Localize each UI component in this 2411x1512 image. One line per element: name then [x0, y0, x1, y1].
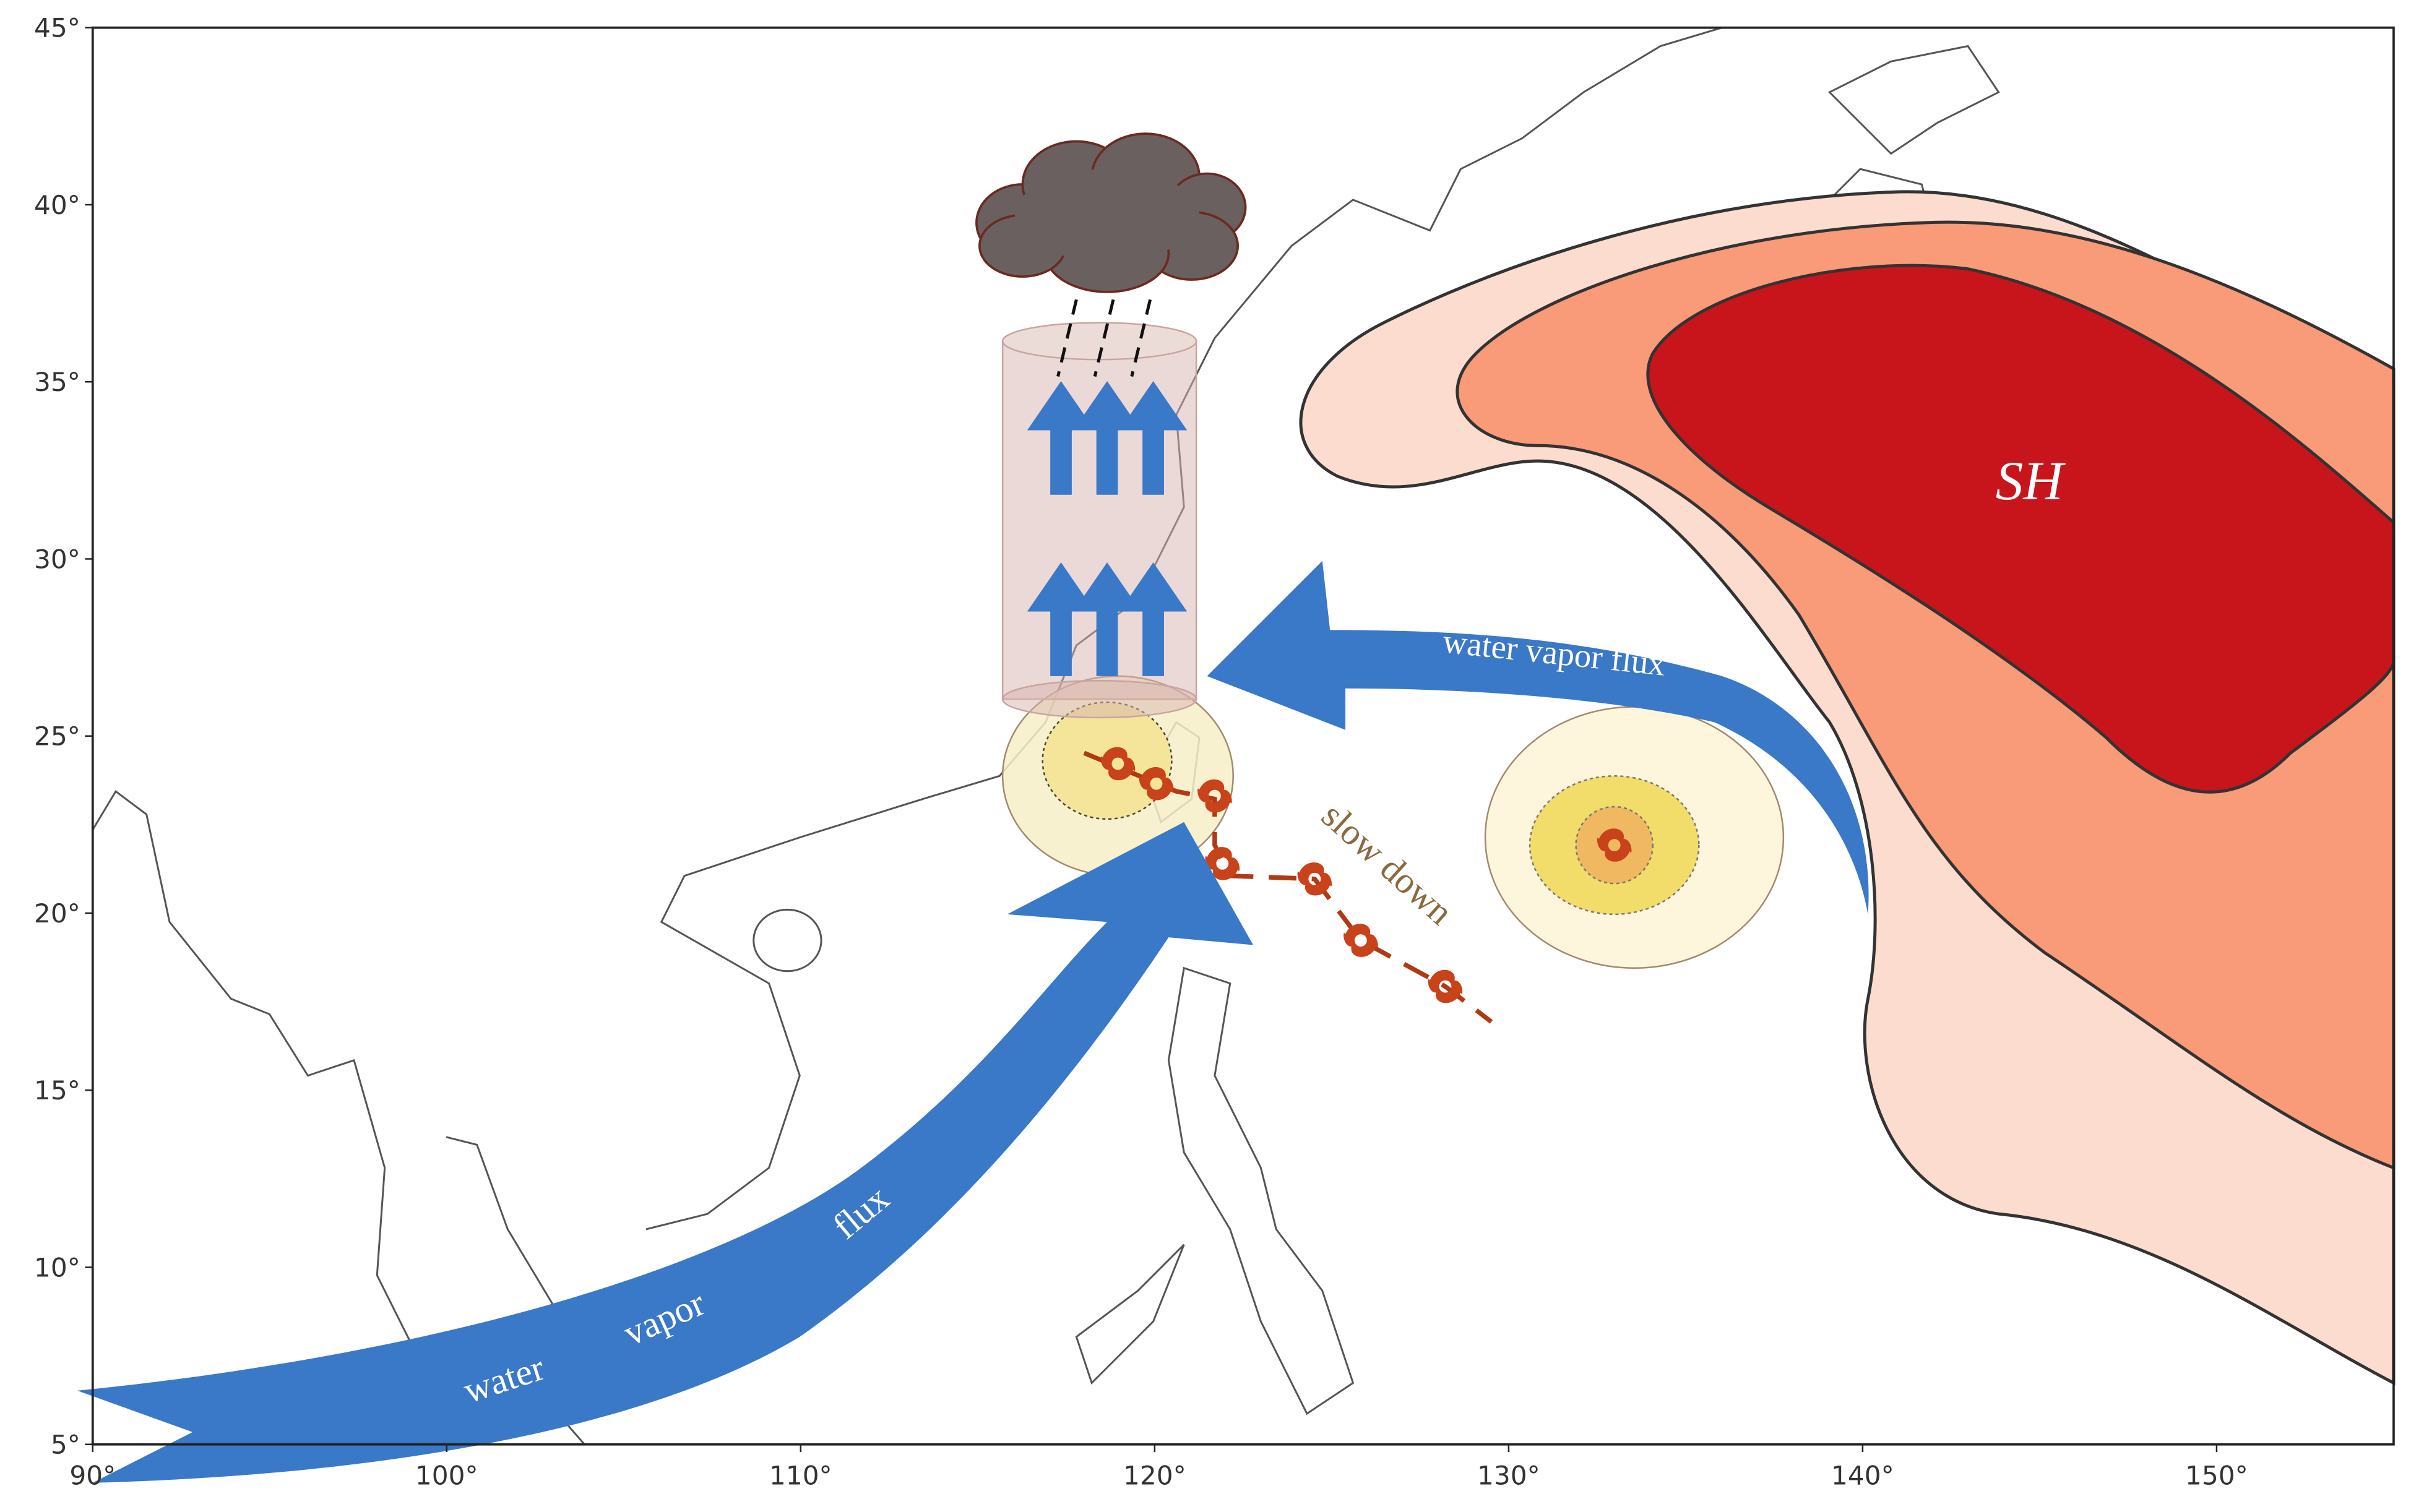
- y-tick-label: 40°: [34, 190, 80, 220]
- flux-arrow-lower: [77, 822, 1253, 1483]
- y-tick-label: 30°: [34, 544, 80, 574]
- x-tick-label: 100°: [415, 1460, 478, 1490]
- axes: 90° 100° 110° 120° 130° 140° 150° 5° 10° 15° 20° 25…: [34, 13, 2248, 1491]
- high-label: SH: [1996, 450, 2066, 512]
- typhoon-symbol: [1344, 924, 1378, 957]
- typhoon-symbol: [1205, 847, 1240, 880]
- typhoon-eye: [1575, 805, 1654, 885]
- y-tick-label: 5°: [51, 1430, 80, 1460]
- y-tick-label: 15°: [34, 1075, 80, 1106]
- x-tick-label: 110°: [769, 1460, 832, 1490]
- typhoon-symbol: [1297, 862, 1332, 896]
- cloud: [975, 132, 1247, 293]
- high-contour-inner: [1646, 264, 2396, 794]
- typhoon-symbol: [1139, 767, 1174, 801]
- flux-arrow-upper: [1207, 561, 1869, 914]
- typhoon-symbol: [1100, 747, 1136, 781]
- x-tick-label: 140°: [1831, 1460, 1894, 1490]
- convection-column: [1001, 322, 1197, 719]
- y-tick-label: 25°: [34, 721, 80, 752]
- x-tick-label: 90°: [69, 1460, 116, 1490]
- rain: [1056, 299, 1152, 377]
- typhoon-symbol: [1428, 969, 1463, 1003]
- y-tick-label: 45°: [34, 13, 80, 43]
- typhoon-symbol: [1197, 779, 1232, 813]
- typhoon-symbol: [1597, 828, 1632, 862]
- y-tick-label: 20°: [34, 898, 80, 929]
- typhoon-symbols: [1100, 747, 1632, 1003]
- x-tick-label: 120°: [1123, 1460, 1186, 1490]
- y-tick-label: 10°: [34, 1252, 80, 1282]
- x-tick-label: 130°: [1477, 1460, 1540, 1490]
- y-tick-label: 35°: [34, 367, 80, 397]
- x-tick-label: 150°: [2185, 1460, 2248, 1490]
